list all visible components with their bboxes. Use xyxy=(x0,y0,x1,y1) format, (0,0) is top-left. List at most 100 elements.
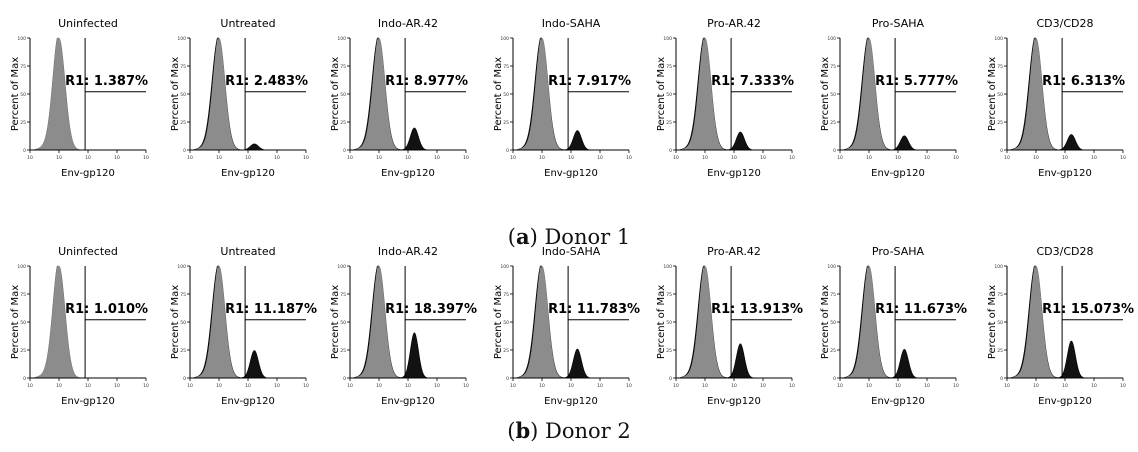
x-tick-label: 10 xyxy=(187,383,193,389)
y-tick-label: 75 xyxy=(503,292,509,298)
y-tick-label: 25 xyxy=(180,120,186,126)
x-tick-label: 10 xyxy=(463,383,469,389)
x-tick-label: 10 xyxy=(1091,155,1097,161)
gate-label-value: 1.010% xyxy=(94,302,148,317)
x-tick-label: 10 xyxy=(405,155,411,161)
gate-label-name: R1: xyxy=(385,302,414,317)
y-tick-label: 0 xyxy=(343,148,346,154)
y-tick-label: 25 xyxy=(997,348,1003,354)
control-histogram-core xyxy=(190,266,306,378)
y-tick-label: 100 xyxy=(337,264,346,270)
y-tick-label: 100 xyxy=(17,36,26,42)
gate-label: R1: 18.397% xyxy=(385,302,477,317)
y-tick-label: 25 xyxy=(180,348,186,354)
control-histogram-core xyxy=(840,266,956,378)
y-tick-label: 50 xyxy=(180,92,186,98)
x-tick-label: 10 xyxy=(434,155,440,161)
gate-label: R1: 11.187% xyxy=(225,302,317,317)
x-tick-label: 10 xyxy=(1091,383,1097,389)
histogram-title: Pro-AR.42 xyxy=(707,245,761,258)
y-tick-label: 75 xyxy=(997,292,1003,298)
x-tick-label: 10 xyxy=(85,383,91,389)
x-tick-label: 10 xyxy=(143,383,149,389)
x-axis-label: Env-gp120 xyxy=(61,396,115,407)
y-tick-label: 100 xyxy=(337,36,346,42)
x-tick-label: 10 xyxy=(245,155,251,161)
gate-label: R1: 8.977% xyxy=(385,74,468,89)
x-tick-label: 10 xyxy=(731,383,737,389)
y-tick-label: 75 xyxy=(180,64,186,70)
x-tick-label: 10 xyxy=(510,383,516,389)
gate-label-name: R1: xyxy=(875,302,904,317)
gate-label: R1: 1.387% xyxy=(65,74,148,89)
x-tick-label: 10 xyxy=(434,383,440,389)
gate-label-name: R1: xyxy=(225,74,254,89)
x-tick-label: 10 xyxy=(539,155,545,161)
y-tick-label: 75 xyxy=(340,292,346,298)
x-tick-label: 10 xyxy=(1062,155,1068,161)
x-tick-label: 10 xyxy=(1033,383,1039,389)
y-axis-label: Percent of Max xyxy=(493,57,504,131)
gate-label: R1: 5.777% xyxy=(875,74,958,89)
gate-label-name: R1: xyxy=(711,302,740,317)
gate-label-value: 5.777% xyxy=(904,74,958,89)
control-histogram xyxy=(30,265,146,379)
control-histogram-core xyxy=(350,266,466,378)
y-tick-label: 75 xyxy=(666,292,672,298)
x-tick-label: 10 xyxy=(953,155,959,161)
x-tick-label: 10 xyxy=(895,155,901,161)
y-tick-label: 50 xyxy=(340,320,346,326)
x-tick-label: 10 xyxy=(56,155,62,161)
control-histogram-core xyxy=(513,266,629,378)
x-tick-label: 10 xyxy=(187,155,193,161)
x-tick-label: 10 xyxy=(789,155,795,161)
histogram-title: Uninfected xyxy=(58,245,118,258)
gate-label: R1: 11.783% xyxy=(548,302,640,317)
y-axis-label: Percent of Max xyxy=(656,57,667,131)
y-axis-label: Percent of Max xyxy=(330,285,341,359)
y-tick-label: 0 xyxy=(23,376,26,382)
x-axis-label: Env-gp120 xyxy=(544,168,598,179)
histogram-1-1: Uninfected R1: 1.387% 0 25 50 75 100 10 10 10 10 10… xyxy=(10,17,149,179)
x-tick-label: 10 xyxy=(837,155,843,161)
y-tick-label: 0 xyxy=(183,376,186,382)
control-histogram-core xyxy=(190,38,306,150)
gate-label: R1: 1.010% xyxy=(65,302,148,317)
y-tick-label: 75 xyxy=(830,64,836,70)
y-tick-label: 50 xyxy=(830,92,836,98)
histogram-title: Indo-SAHA xyxy=(542,17,601,30)
y-tick-label: 0 xyxy=(1000,376,1003,382)
gate-label-value: 6.313% xyxy=(1071,74,1125,89)
x-axis-label: Env-gp120 xyxy=(1038,168,1092,179)
y-axis-label: Percent of Max xyxy=(170,285,181,359)
x-tick-label: 10 xyxy=(245,383,251,389)
histogram-2-4: Indo-SAHA R1: 11.783% 0 25 50 75 100 10 10 10 10 10… xyxy=(493,245,640,407)
y-tick-label: 75 xyxy=(997,64,1003,70)
x-tick-label: 10 xyxy=(1120,383,1126,389)
x-axis-label: Env-gp120 xyxy=(544,396,598,407)
y-tick-label: 50 xyxy=(340,92,346,98)
x-axis-label: Env-gp120 xyxy=(871,168,925,179)
gate-label-name: R1: xyxy=(65,302,94,317)
x-tick-label: 10 xyxy=(953,383,959,389)
x-tick-label: 10 xyxy=(463,155,469,161)
gate-label: R1: 13.913% xyxy=(711,302,803,317)
y-axis-label: Percent of Max xyxy=(820,285,831,359)
x-axis-label: Env-gp120 xyxy=(707,168,761,179)
histogram-title: Indo-AR.42 xyxy=(378,17,438,30)
gate-label-value: 11.783% xyxy=(577,302,640,317)
gate-label-value: 1.387% xyxy=(94,74,148,89)
y-tick-label: 25 xyxy=(666,120,672,126)
x-tick-label: 10 xyxy=(114,155,120,161)
x-axis-label: Env-gp120 xyxy=(221,168,275,179)
y-tick-label: 25 xyxy=(20,120,26,126)
histogram-2-6: Pro-SAHA R1: 11.673% 0 25 50 75 100 10 10 10 10 10 P… xyxy=(820,245,967,407)
x-tick-label: 10 xyxy=(1033,155,1039,161)
control-histogram-core xyxy=(1007,38,1123,150)
y-tick-label: 100 xyxy=(177,36,186,42)
histogram-2-1: Uninfected R1: 1.010% 0 25 50 75 100 10 10 10 10 10… xyxy=(10,245,149,407)
gate-label: R1: 15.073% xyxy=(1042,302,1134,317)
gate-label-value: 11.673% xyxy=(904,302,967,317)
y-tick-label: 50 xyxy=(666,320,672,326)
